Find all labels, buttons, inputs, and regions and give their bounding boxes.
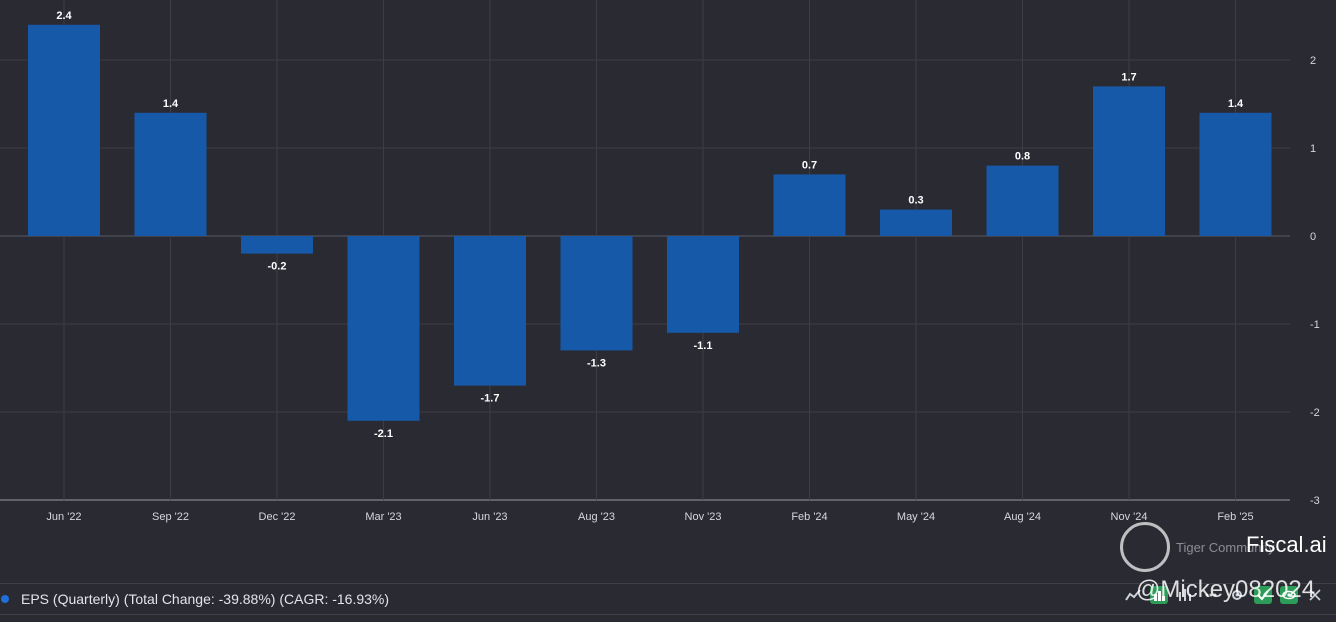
bar-7[interactable] xyxy=(773,174,846,236)
legend-series-label[interactable]: EPS (Quarterly) (Total Change: -39.88%) … xyxy=(21,591,390,607)
bar-1[interactable] xyxy=(134,112,207,236)
bar-value-label: 0.3 xyxy=(908,195,923,207)
bar-6[interactable] xyxy=(667,236,739,333)
x-tick-label: Nov '24 xyxy=(1111,511,1148,523)
bar-8[interactable] xyxy=(880,209,952,236)
check-icon[interactable] xyxy=(1254,586,1272,604)
x-tick-label: Mar '23 xyxy=(365,511,401,523)
legend-bar: EPS (Quarterly) (Total Change: -39.88%) … xyxy=(0,583,1336,615)
bar-0[interactable] xyxy=(28,24,100,236)
y-tick-label: 1 xyxy=(1310,143,1316,155)
chart-toolbar xyxy=(1124,586,1324,604)
bar-2[interactable] xyxy=(241,236,313,254)
x-tick-label: Jun '22 xyxy=(46,511,81,523)
watermark: Tiger Community Fiscal.ai xyxy=(1118,522,1328,572)
watermark-community: Tiger Community xyxy=(1176,540,1275,555)
column-chart-icon[interactable] xyxy=(1176,586,1194,604)
bar-value-label: -1.1 xyxy=(694,340,713,352)
bar-value-label: -1.7 xyxy=(481,393,500,405)
bar-value-label: -0.2 xyxy=(268,261,287,273)
bar-value-label: -2.1 xyxy=(374,428,393,440)
x-tick-label: May '24 xyxy=(897,511,935,523)
settings-icon[interactable] xyxy=(1228,586,1246,604)
x-tick-label: Aug '23 xyxy=(578,511,615,523)
y-tick-label: -2 xyxy=(1310,407,1320,419)
bar-3[interactable] xyxy=(347,236,420,421)
x-tick-label: Feb '24 xyxy=(791,511,827,523)
bar-value-label: 1.7 xyxy=(1121,71,1136,83)
line-chart-icon[interactable] xyxy=(1124,586,1142,604)
bar-5[interactable] xyxy=(560,236,633,351)
eye-icon[interactable] xyxy=(1280,586,1298,604)
close-icon[interactable] xyxy=(1306,586,1324,604)
watermark-handle: @Mickey082024 xyxy=(1136,576,1316,603)
bar-11[interactable] xyxy=(1199,112,1272,236)
bar-value-label: -1.3 xyxy=(587,357,606,369)
y-tick-label: -3 xyxy=(1310,495,1320,507)
tiger-logo-icon xyxy=(1120,522,1170,572)
bar-value-label: 0.8 xyxy=(1015,151,1030,163)
bar-9[interactable] xyxy=(986,165,1059,236)
bar-10[interactable] xyxy=(1093,86,1165,237)
x-tick-label: Nov '23 xyxy=(685,511,722,523)
bar-value-label: 1.4 xyxy=(1228,98,1244,110)
bar-chart-icon[interactable] xyxy=(1150,586,1168,604)
y-tick-label: 2 xyxy=(1310,55,1316,67)
x-tick-label: Feb '25 xyxy=(1217,511,1253,523)
bar-value-label: 0.7 xyxy=(802,159,817,171)
bar-value-label: 1.4 xyxy=(163,98,179,110)
watermark-brand: Fiscal.ai xyxy=(1246,532,1327,557)
x-tick-label: Sep '22 xyxy=(152,511,189,523)
bar-4[interactable] xyxy=(454,236,526,386)
eps-bar-chart: 2 1 0 -1 -2 -3 2.4 1.4 -0.2 -2.1 -1.7 -1.3 -1.1 0.7 0.… xyxy=(0,0,1320,523)
y-tick-label: 0 xyxy=(1310,231,1316,243)
ellipsis-icon[interactable] xyxy=(1202,586,1220,604)
bar-value-label: 2.4 xyxy=(56,10,72,22)
x-tick-label: Jun '23 xyxy=(472,511,507,523)
x-tick-label: Aug '24 xyxy=(1004,511,1041,523)
x-tick-label: Dec '22 xyxy=(259,511,296,523)
legend-dot-icon[interactable] xyxy=(1,595,9,603)
y-tick-label: -1 xyxy=(1310,319,1320,331)
